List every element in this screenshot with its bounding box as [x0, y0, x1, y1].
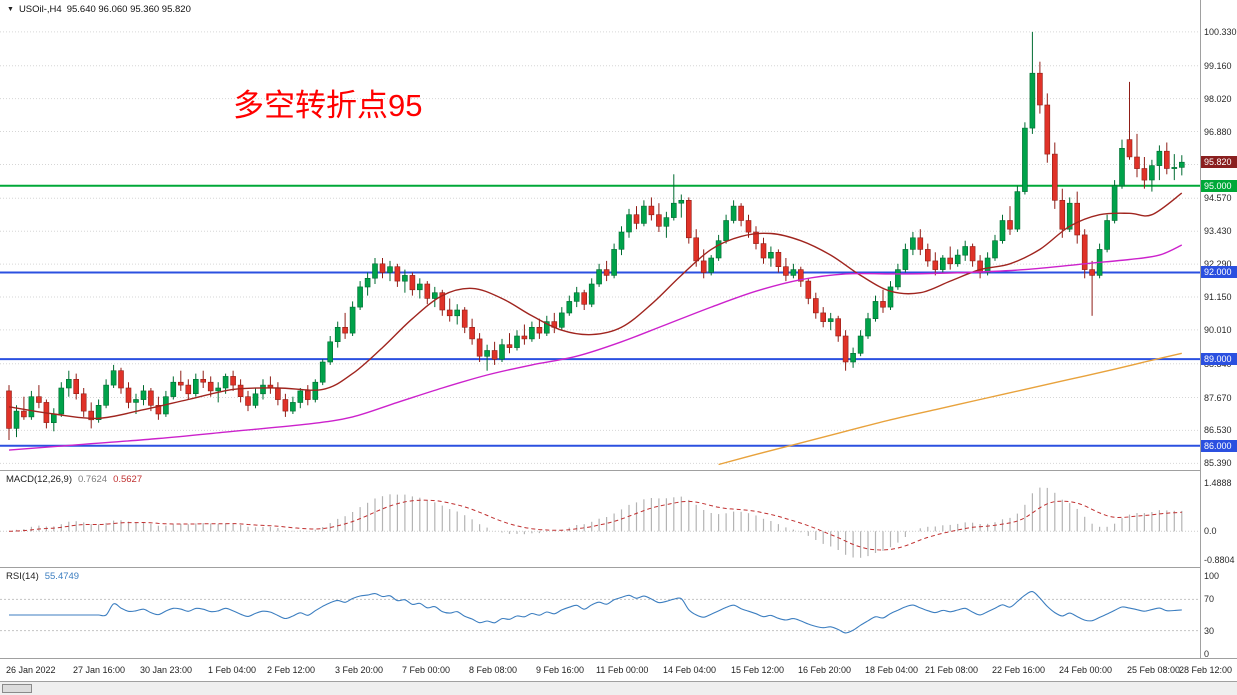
price-axis-label: 92.290 [1204, 259, 1232, 269]
price-axis-label: 100.330 [1204, 27, 1237, 37]
time-axis-label: 24 Feb 00:00 [1059, 665, 1113, 675]
price-axis-label: 98.020 [1204, 94, 1232, 104]
time-axis-label: 3 Feb 20:00 [335, 665, 384, 675]
time-axis-label: 28 Feb 12:00 [1179, 665, 1233, 675]
panel-separator [0, 681, 1237, 682]
candles-layer [6, 31, 1185, 440]
symbol-dropdown-icon[interactable]: ▼ [7, 6, 14, 13]
panel-separator [0, 470, 1237, 471]
time-axis-label: 1 Feb 04:00 [208, 665, 257, 675]
symbol-timeframe-label: USOil-,H4 [18, 4, 62, 15]
time-axis-label: 9 Feb 16:00 [536, 665, 585, 675]
time-axis-label: 11 Feb 00:00 [596, 665, 649, 675]
price-axis-label: 87.670 [1204, 393, 1232, 403]
rsi-axis-label: 30 [1204, 626, 1215, 636]
chart-annotation-text[interactable]: 多空转折点95 [233, 88, 423, 123]
time-axis-label: 16 Feb 20:00 [798, 665, 852, 675]
price-axis-label: 96.880 [1204, 127, 1232, 137]
price-tag: 92.000 [1201, 266, 1237, 278]
symbol-info: ▼ USOil-,H4 95.640 96.060 95.360 95.820 [7, 4, 191, 15]
time-axis-label: 8 Feb 08:00 [469, 665, 518, 675]
price-axis[interactable]: 100.330 99.160 98.020 96.880 94.570 93.430 92.… [1201, 0, 1237, 659]
horizontal-level-lines[interactable] [0, 184, 1200, 447]
time-axis-label: 21 Feb 08:00 [925, 665, 979, 675]
panel-separator [0, 658, 1237, 659]
ohlc-values: 95.640 96.060 95.360 95.820 [66, 4, 191, 15]
time-axis-label: 18 Feb 04:00 [865, 665, 919, 675]
price-axis-label: 93.430 [1204, 226, 1232, 236]
rsi-axis-label: 0 [1204, 649, 1210, 659]
macd-indicator-label: MACD(12,26,9) 0.7624 0.5627 [6, 474, 142, 485]
price-axis-label: 94.570 [1204, 193, 1232, 203]
rsi-name: RSI(14) [6, 571, 39, 582]
time-axis-label: 2 Feb 12:00 [267, 665, 316, 675]
rsi-axis-label: 100 [1204, 571, 1220, 581]
ma-fast-red-line[interactable] [8, 192, 1183, 420]
ma-mid-magenta-line[interactable] [8, 244, 1183, 451]
scrollbar-thumb[interactable] [2, 684, 32, 693]
price-axis-label: 99.160 [1204, 61, 1232, 71]
time-axis-label: 14 Feb 04:00 [663, 665, 717, 675]
time-axis[interactable]: 26 Jan 2022 27 Jan 16:00 30 Jan 23:00 1 Feb… [0, 659, 1237, 681]
price-axis-label: 91.150 [1204, 292, 1232, 302]
rsi-indicator-label: RSI(14) 55.4749 [6, 571, 79, 582]
macd-name: MACD(12,26,9) [6, 474, 72, 485]
time-axis-label: 15 Feb 12:00 [731, 665, 785, 675]
macd-signal-line [8, 499, 1182, 551]
horizontal-scrollbar[interactable] [0, 682, 1237, 695]
time-axis-label: 27 Jan 16:00 [73, 665, 126, 675]
panel-separator [0, 567, 1237, 568]
macd-panel[interactable] [0, 471, 1200, 567]
time-axis-label: 25 Feb 08:00 [1127, 665, 1181, 675]
price-tag: 95.000 [1201, 180, 1237, 192]
time-axis-label: 7 Feb 00:00 [402, 665, 451, 675]
time-axis-label: 30 Jan 23:00 [140, 665, 193, 675]
rsi-value: 55.4749 [44, 571, 80, 582]
ma-slow-orange-line[interactable] [718, 352, 1182, 466]
price-tag: 95.820 [1201, 156, 1237, 168]
rsi-axis-label: 70 [1204, 594, 1215, 604]
price-tag: 89.000 [1201, 353, 1237, 365]
price-grid [0, 31, 1200, 464]
price-tag: 86.000 [1201, 440, 1237, 452]
time-axis-label: 22 Feb 16:00 [992, 665, 1046, 675]
rsi-line [9, 590, 1182, 634]
main-chart-panel[interactable] [0, 0, 1200, 470]
rsi-panel[interactable] [0, 568, 1200, 658]
macd-axis-label: 1.4888 [1204, 478, 1232, 488]
macd-axis-label: -0.8804 [1204, 555, 1235, 565]
macd-signal-value: 0.5627 [113, 474, 143, 485]
price-axis-label: 85.390 [1204, 458, 1232, 468]
price-axis-label: 90.010 [1204, 325, 1232, 335]
time-axis-label: 26 Jan 2022 [6, 665, 56, 675]
macd-main-value: 0.7624 [78, 474, 108, 485]
price-axis-border [1200, 0, 1201, 658]
macd-histogram [15, 487, 1183, 558]
price-axis-label: 86.530 [1204, 425, 1232, 435]
macd-axis-label: 0.0 [1204, 526, 1217, 536]
